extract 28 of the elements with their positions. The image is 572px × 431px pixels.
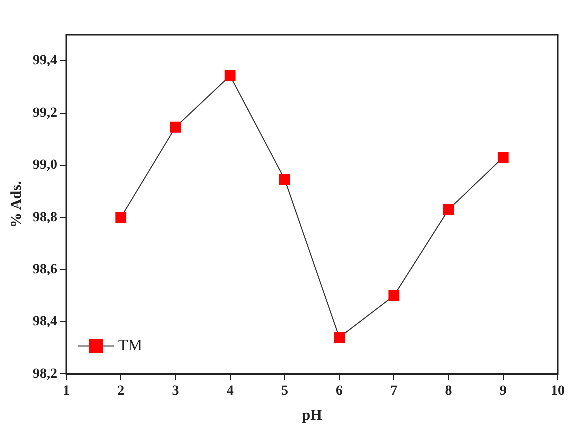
- x-axis-title: pH: [302, 408, 323, 424]
- y-tick-label: 99,4: [33, 54, 58, 69]
- point: [224, 70, 236, 82]
- x-tick-label: 5: [281, 384, 288, 400]
- point: [170, 122, 182, 133]
- point: [334, 332, 346, 344]
- legend-label: TM: [118, 337, 142, 354]
- point: [279, 174, 290, 185]
- point: [116, 212, 127, 224]
- y-axis-title: % Ads.: [8, 181, 25, 228]
- x-tick-label: 8: [445, 384, 452, 400]
- x-tick-label: 7: [390, 384, 398, 400]
- x-tick-label: 4: [226, 384, 234, 400]
- y-tick-label: 99,0: [33, 158, 58, 174]
- y-tick-label: 98,2: [33, 366, 58, 382]
- point: [388, 290, 400, 302]
- x-tick-label: 6: [336, 384, 344, 400]
- y-tick-label: 99,2: [33, 106, 58, 121]
- y-tick-label: 98,8: [33, 210, 58, 226]
- point: [498, 152, 509, 164]
- x-tick-label: 9: [500, 384, 507, 400]
- x-tick-label: 1: [63, 384, 70, 400]
- y-tick-label: 98,4: [33, 314, 58, 330]
- x-tick-label: 10: [551, 384, 565, 400]
- x-tick-label: 2: [118, 384, 125, 400]
- point: [443, 204, 454, 216]
- x-tick-label: 3: [172, 384, 180, 400]
- y-tick-label: 98,6: [33, 262, 58, 278]
